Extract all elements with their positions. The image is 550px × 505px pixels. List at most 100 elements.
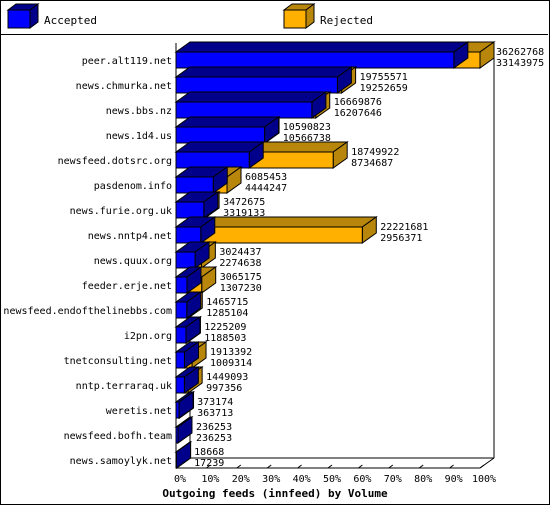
data-label-accepted: 17239 [194,458,224,469]
x-tick-label: 80% [414,474,432,485]
bar-row [174,416,194,444]
bar-row [174,366,204,394]
x-tick-mark [358,464,363,469]
category-label: news.bbs.nz [106,106,172,117]
data-label-accepted: 2956371 [380,233,422,244]
accepted-bar-front [175,101,313,119]
accepted-bar-top [174,141,265,153]
data-label-total: 3024437 [219,247,261,258]
accepted-bar-front [175,251,196,269]
data-label-accepted: 2274638 [219,258,261,269]
legend-accepted-label: Accepted [44,14,97,27]
data-label-total: 10590823 [283,122,331,133]
data-label-total: 3065175 [220,272,262,283]
accepted-bar-top [174,116,281,128]
category-label: tnetconsulting.net [64,356,172,367]
bar-row [174,41,496,69]
accepted-bar-front [175,201,205,219]
data-label-total: 1225209 [204,322,246,333]
data-label-accepted: 8734687 [351,158,393,169]
data-label-accepted: 10566738 [283,133,331,144]
bar-row [174,291,204,319]
category-label: newsfeed.dotsrc.org [58,156,172,167]
bar-row [174,166,243,194]
data-label-total: 16669876 [334,97,382,108]
legend: Accepted Rejected [6,3,373,29]
axes: 0% 10% 20% 30% 40% 50% 60% 70% 80% 90% 100% [174,43,496,485]
bar-row [174,266,218,294]
data-label-accepted: 16207646 [334,108,382,119]
data-label-total: 19755571 [360,72,408,83]
data-label-accepted: 4444247 [245,183,287,194]
category-label: news.quux.org [94,256,172,267]
data-label-total: 1913392 [210,347,252,358]
x-tick-mark [236,464,242,469]
data-label-total: 18749922 [351,147,399,158]
x-tick-mark [297,464,302,469]
accepted-bar-front [175,301,188,319]
bar-row [174,116,281,144]
data-label-accepted: 1285104 [206,308,248,319]
accepted-bar-front [175,326,187,344]
bar-row [174,316,203,344]
accepted-bar-side [176,441,191,469]
data-label-total: 18668 [194,447,224,458]
bar-row [174,141,349,169]
x-tick-mark [206,464,211,469]
data-label-accepted: 33143975 [496,58,544,69]
category-label: news.1d4.us [106,131,172,142]
data-label-accepted: 3319133 [223,208,265,219]
data-label-total: 22221681 [380,222,428,233]
bar-row [174,216,378,244]
data-label-accepted: 1307230 [220,283,262,294]
category-label: news.samoylyk.net [70,456,172,467]
category-label: weretis.net [106,406,172,417]
accepted-bar-top [174,91,328,103]
category-label: newsfeed.bofh.team [64,431,172,442]
bar-row [174,91,332,119]
accepted-bar-front [175,351,185,369]
accepted-bar-front [175,51,455,69]
x-tick-mark [418,464,424,469]
category-label: newsfeed.endofthelinebbs.com [3,306,172,317]
category-label: news.nntp4.net [88,231,172,242]
data-label-total: 6085453 [245,172,287,183]
accepted-bar-front [175,276,188,294]
x-tick-label: 50% [323,474,341,485]
data-label-total: 1465715 [206,297,248,308]
x-tick-label: 100% [472,474,496,485]
bar-row [174,391,196,419]
accepted-bar-front [175,401,180,419]
bar-row [174,341,208,369]
category-label: peer.alt119.net [82,56,172,67]
data-label-accepted: 997356 [206,383,242,394]
category-label: feeder.erje.net [82,281,172,292]
accepted-bar-front [175,126,266,144]
data-label-total: 3472675 [223,197,265,208]
data-label-accepted: 19252659 [360,83,408,94]
data-label-total: 1449093 [206,372,248,383]
category-label: pasdenom.info [94,181,172,192]
data-label-accepted: 236253 [196,433,232,444]
category-label: news.chmurka.net [76,81,172,92]
data-label-total: 373174 [197,397,233,408]
data-label-total: 36262768 [496,47,544,58]
x-tick-mark [449,464,454,469]
accepted-bar-front [175,76,338,94]
accepted-bar-front [175,376,185,394]
data-label-accepted: 1009314 [210,358,252,369]
x-tick-mark [266,464,272,469]
category-label: i2pn.org [124,331,172,342]
data-label-total: 236253 [196,422,232,433]
x-tick-label: 70% [384,474,402,485]
bar-row [174,441,193,469]
accepted-bar-front [175,426,179,444]
x-tick-mark [388,464,394,469]
x-tick-label: 60% [353,474,371,485]
x-tick-label: 90% [445,474,463,485]
data-label-accepted: 1188503 [204,333,246,344]
bar-row [174,241,217,269]
x-tick-mark [479,464,485,469]
x-tick-label: 10% [201,474,219,485]
